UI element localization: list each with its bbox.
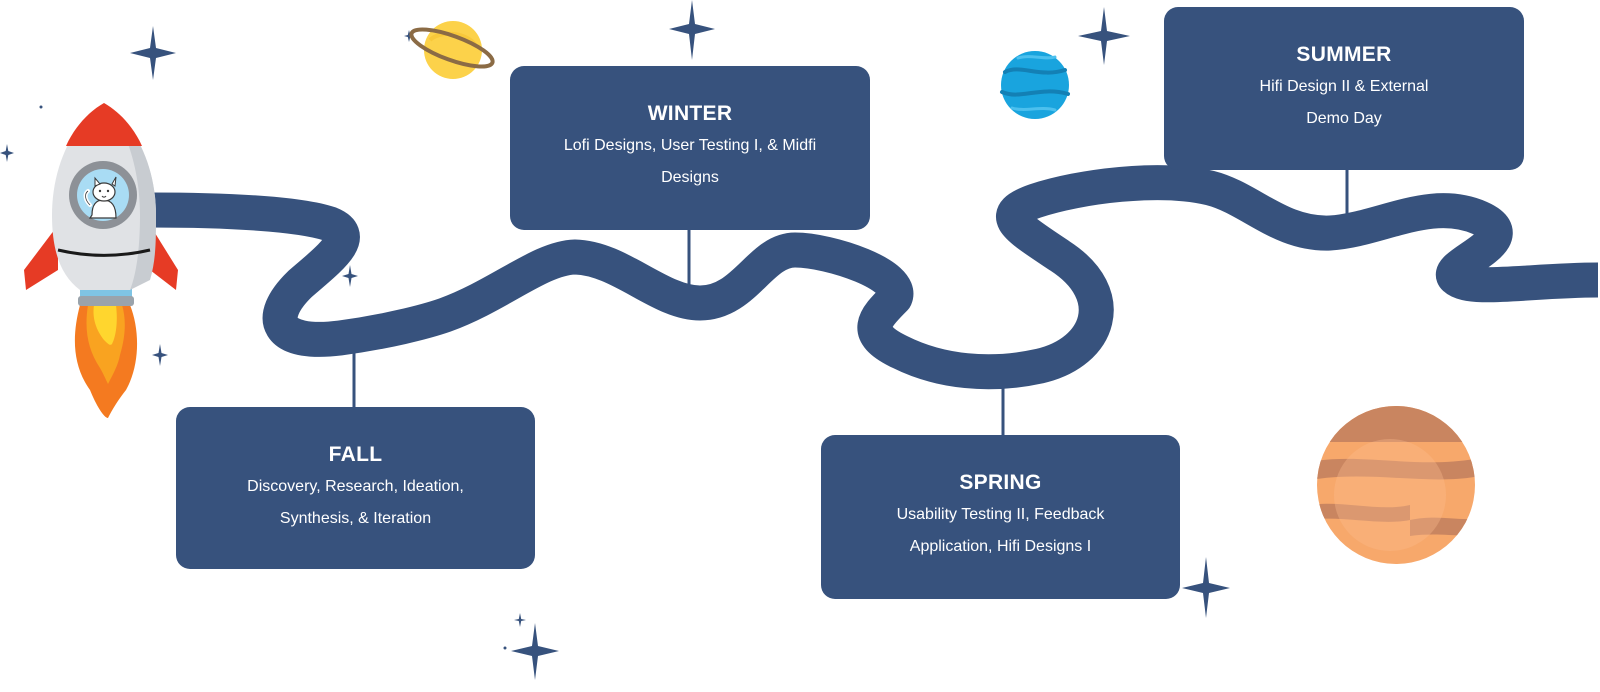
star-icon: [0, 144, 14, 162]
milestone-description: Usability Testing II, Feedback Applicati…: [896, 506, 1105, 555]
milestone-card-fall: FALL Discovery, Research, Ideation, Synt…: [176, 407, 535, 569]
astronaut-cat-icon: [83, 176, 117, 219]
milestone-card-spring: SPRING Usability Testing II, Feedback Ap…: [821, 435, 1180, 599]
star-dot: [503, 646, 507, 650]
milestone-title: WINTER: [647, 102, 733, 125]
star-icon: [130, 26, 176, 80]
milestone-description: Hifi Design II & External Demo Day: [1259, 78, 1429, 127]
roadmap-path: [149, 165, 1599, 390]
star-icon: [404, 30, 414, 42]
ringed-planet-icon: [409, 21, 495, 79]
star-icon: [342, 265, 358, 287]
star-dot: [39, 105, 43, 109]
rocket-icon: [24, 103, 178, 418]
milestone-title: SPRING: [959, 471, 1042, 494]
milestone-title: FALL: [328, 443, 383, 466]
milestone-card-winter: WINTER Lofi Designs, User Testing I, & M…: [510, 66, 870, 230]
milestone-description: Lofi Designs, User Testing I, & Midfi De…: [563, 137, 817, 186]
star-icon: [514, 613, 526, 627]
star-icon: [152, 344, 168, 366]
orange-planet-icon: [1317, 406, 1475, 564]
star-icon: [511, 623, 559, 680]
blue-planet-icon: [1000, 51, 1070, 119]
milestone-card-summer: SUMMER Hifi Design II & External Demo Da…: [1164, 7, 1524, 170]
star-icon: [1182, 557, 1230, 618]
star-icon: [669, 0, 715, 60]
star-icon: [1078, 7, 1130, 65]
milestone-description: Discovery, Research, Ideation, Synthesis…: [247, 478, 464, 527]
milestone-title: SUMMER: [1296, 43, 1392, 66]
